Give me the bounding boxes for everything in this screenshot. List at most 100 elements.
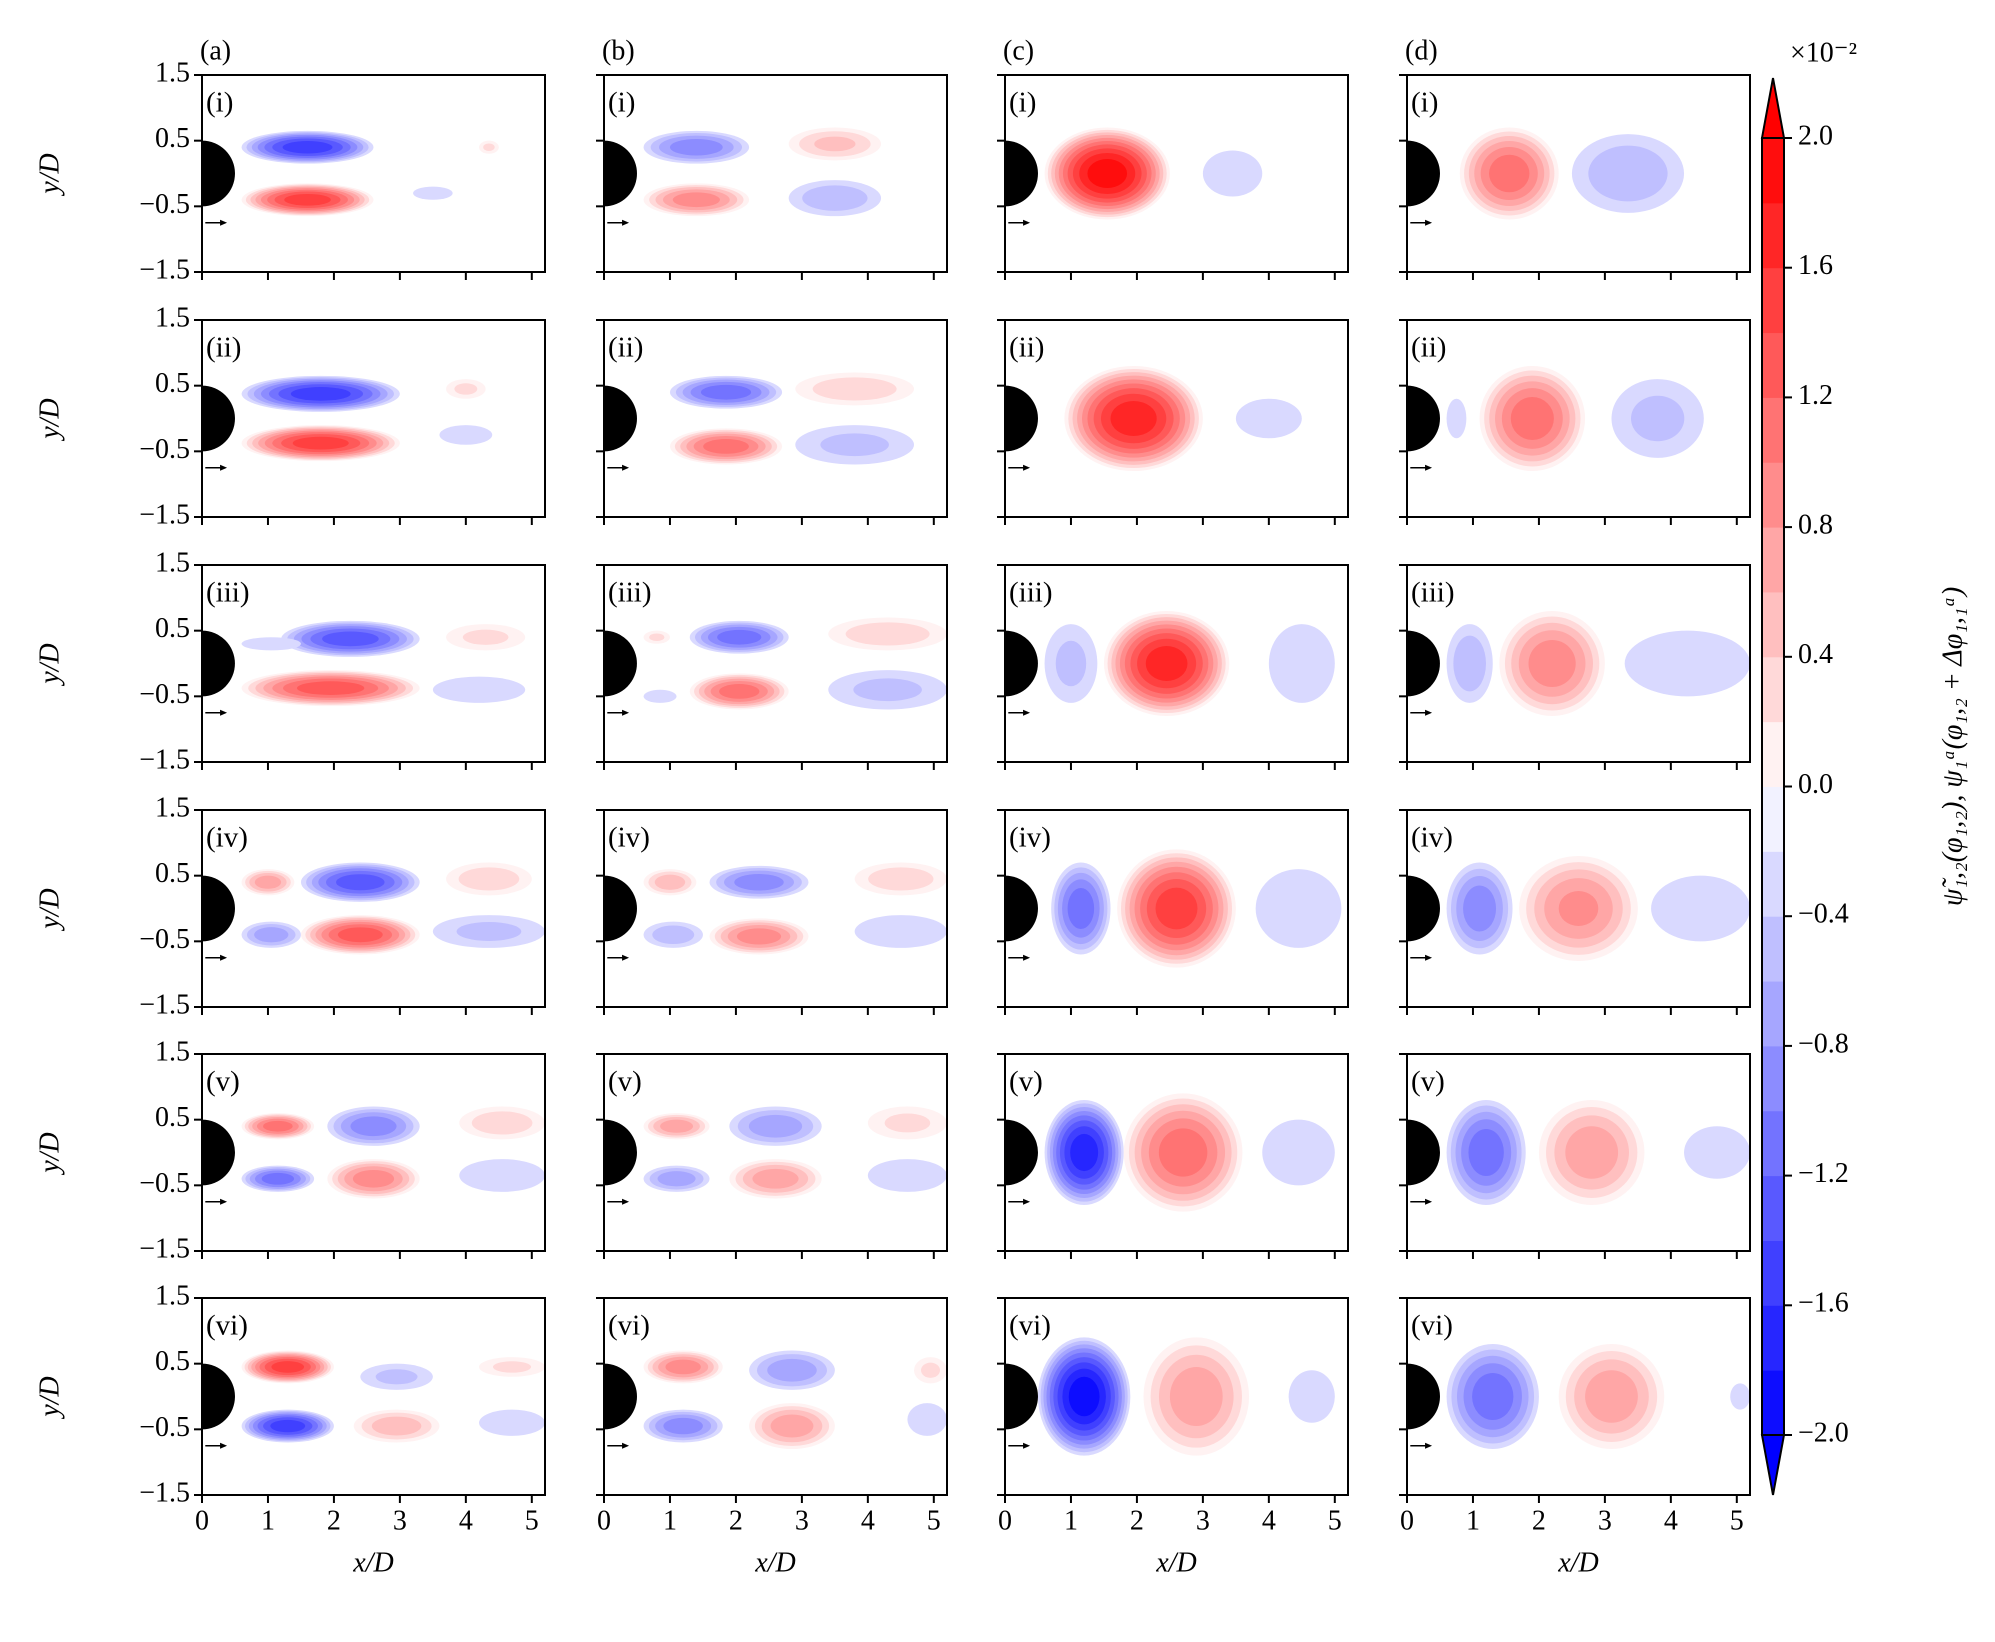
- flow-arrow-head: [622, 1198, 630, 1205]
- contour-band: [1453, 635, 1486, 692]
- plot-area: [604, 862, 947, 961]
- cylinder: [202, 1119, 235, 1186]
- contour-band: [458, 867, 520, 891]
- axes-frame: [201, 564, 546, 763]
- axes-frame: [1406, 1053, 1751, 1252]
- axes-frame: [603, 1053, 948, 1252]
- y-tick-label: 1.5: [155, 57, 190, 88]
- cylinder: [202, 630, 235, 697]
- x-axis-label: x/D: [1155, 1547, 1196, 1578]
- panel-row-label: (ii): [206, 332, 241, 364]
- contour-blob: [1202, 150, 1263, 197]
- contour-band: [812, 377, 897, 401]
- colorbar-band: [1762, 591, 1784, 658]
- y-axis-label: y/D: [34, 1132, 65, 1175]
- x-tick-label: 1: [1064, 1505, 1078, 1536]
- contour-blob: [867, 1159, 947, 1192]
- panel-column-label: (b): [602, 35, 635, 66]
- flow-arrow-head: [220, 1442, 228, 1449]
- colorbar-band: [1762, 462, 1784, 528]
- contour-band: [282, 141, 333, 154]
- colorbar-band: [1762, 916, 1784, 982]
- panel-row-label: (iii): [1009, 577, 1053, 609]
- colorbar-band: [1762, 656, 1784, 723]
- contour-blob: [1262, 1119, 1335, 1186]
- colorbar-tick-label: −2.0: [1798, 1417, 1849, 1448]
- colorbar-band: [1762, 527, 1784, 593]
- panel-row-label: (iii): [608, 577, 652, 609]
- panel-column-label: (c): [1003, 35, 1034, 66]
- contour-band: [352, 1169, 395, 1188]
- contour-band: [270, 1419, 306, 1433]
- plot-area: [1005, 1093, 1335, 1212]
- contour-band: [454, 383, 478, 395]
- x-tick-label: 0: [597, 1505, 611, 1536]
- flow-arrow-head: [1023, 219, 1031, 226]
- flow-arrow-head: [622, 709, 630, 716]
- colorbar-band: [1762, 1305, 1784, 1371]
- cylinder: [1407, 630, 1440, 697]
- contour-band: [439, 425, 493, 445]
- contour-band: [459, 1159, 545, 1192]
- contour-blob: [353, 1409, 440, 1443]
- x-tick-label: 4: [1262, 1505, 1276, 1536]
- contour-band: [717, 629, 762, 645]
- x-tick-label: 2: [1130, 1505, 1144, 1536]
- cylinder: [604, 1363, 637, 1430]
- contour-band: [290, 387, 351, 401]
- contour-band: [652, 925, 695, 945]
- flow-arrow-head: [1425, 464, 1433, 471]
- contour-blob: [300, 862, 420, 902]
- contour-blob: [1571, 134, 1685, 213]
- plot-area: [1005, 1337, 1335, 1456]
- cylinder: [1005, 385, 1038, 452]
- flow-arrow-head: [220, 709, 228, 716]
- contour-band: [1585, 1370, 1638, 1423]
- contour-blob: [281, 620, 420, 657]
- y-tick-label: 1.5: [155, 792, 190, 823]
- x-tick-label: 2: [1532, 1505, 1546, 1536]
- y-tick-label: −1.5: [139, 1233, 190, 1264]
- contour-blob: [1268, 624, 1335, 703]
- contour-band: [1169, 1366, 1223, 1427]
- axes-frame: [1004, 1297, 1349, 1496]
- flow-arrow-head: [1023, 954, 1031, 961]
- contour-blob: [1117, 849, 1236, 968]
- contour-blob: [241, 425, 400, 462]
- panel-row-label: (iii): [206, 577, 250, 609]
- plot-area: [202, 1350, 545, 1449]
- contour-blob: [788, 180, 882, 217]
- y-tick-label: 0.5: [155, 368, 190, 399]
- contour-band: [1202, 150, 1263, 197]
- panel-row-label: (vi): [608, 1310, 650, 1342]
- y-axis-label: y/D: [34, 643, 65, 686]
- contour-band: [1651, 875, 1750, 942]
- contour-band: [1070, 1133, 1099, 1172]
- x-tick-label: 3: [795, 1505, 809, 1536]
- x-tick-label: 1: [261, 1505, 275, 1536]
- contour-band: [1624, 630, 1750, 697]
- contour-blob: [1044, 624, 1098, 703]
- contour-blob: [1044, 127, 1170, 220]
- flow-arrow-head: [220, 219, 228, 226]
- contour-blob: [1684, 1126, 1750, 1179]
- colorbar-tick-label: −1.2: [1798, 1158, 1849, 1189]
- colorbar-tick-label: 0.4: [1798, 639, 1833, 670]
- contour-blob: [788, 127, 882, 161]
- contour-band: [337, 927, 383, 943]
- contour-blob: [459, 1106, 545, 1140]
- plot-area: [1407, 1343, 1750, 1450]
- contour-blob: [1064, 365, 1203, 472]
- contour-band: [845, 622, 930, 646]
- y-tick-label: 1.5: [155, 547, 190, 578]
- contour-blob: [241, 183, 374, 217]
- plot-area: [604, 127, 882, 226]
- plot-area: [1005, 127, 1263, 226]
- colorbar-band: [1762, 1370, 1784, 1436]
- axes-frame: [1004, 319, 1349, 518]
- contour-band: [241, 637, 301, 651]
- cylinder: [604, 385, 637, 452]
- contour-blob: [413, 186, 453, 200]
- contour-blob: [907, 1403, 947, 1436]
- contour-blob: [854, 915, 947, 948]
